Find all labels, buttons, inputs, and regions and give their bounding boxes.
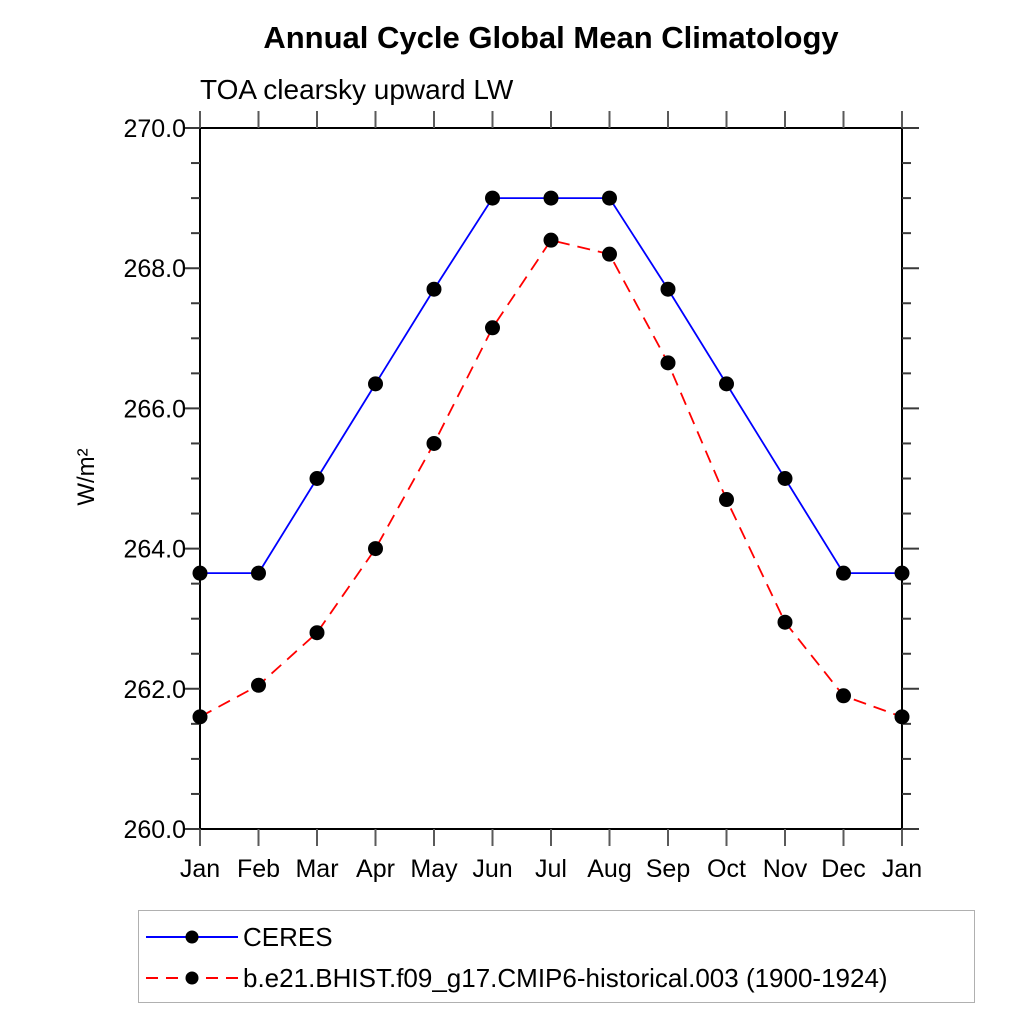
svg-text:Jan: Jan <box>882 855 922 883</box>
series-line-1 <box>199 239 903 718</box>
legend-entry-ceres: CERES <box>143 921 333 952</box>
data-point-marker <box>894 709 910 725</box>
data-point-marker <box>602 190 617 206</box>
svg-text:May: May <box>410 855 458 883</box>
data-point-marker <box>368 376 383 392</box>
legend-box: CERES b.e21.BHIST.f09_g17.CMIP6-historic… <box>138 910 975 1003</box>
svg-text:Aug: Aug <box>587 855 631 883</box>
svg-text:270.0: 270.0 <box>123 115 186 143</box>
data-point-marker <box>543 190 559 206</box>
legend-line-sample-dashed <box>146 971 238 985</box>
svg-text:Mar: Mar <box>295 855 338 883</box>
data-point-marker <box>660 355 676 371</box>
svg-text:262.0: 262.0 <box>123 676 186 704</box>
svg-text:268.0: 268.0 <box>123 255 186 283</box>
data-point-marker <box>894 565 910 581</box>
data-point-marker <box>836 565 851 581</box>
data-point-marker <box>719 376 734 392</box>
legend-entry-model: b.e21.BHIST.f09_g17.CMIP6-historical.003… <box>143 962 888 993</box>
series-line-0 <box>200 197 902 575</box>
data-point-marker <box>309 471 325 486</box>
svg-text:Jul: Jul <box>535 855 567 883</box>
x-ticks <box>199 111 903 846</box>
series-markers-0 <box>192 190 910 581</box>
data-point-marker <box>719 492 734 508</box>
svg-text:260.0: 260.0 <box>123 816 186 844</box>
data-point-marker <box>192 709 208 725</box>
data-point-marker <box>309 625 325 641</box>
svg-text:Jan: Jan <box>180 855 220 883</box>
svg-text:Oct: Oct <box>707 855 746 883</box>
svg-text:Feb: Feb <box>237 855 280 883</box>
svg-text:266.0: 266.0 <box>123 395 186 423</box>
data-point-marker <box>251 565 266 581</box>
data-point-marker <box>251 677 266 693</box>
data-point-marker <box>777 614 793 630</box>
chart-title: Annual Cycle Global Mean Climatology <box>263 20 839 55</box>
data-point-marker <box>543 232 559 248</box>
svg-text:264.0: 264.0 <box>123 536 186 564</box>
data-point-marker <box>426 435 442 451</box>
svg-text:Jun: Jun <box>472 855 512 883</box>
legend-label-ceres: CERES <box>243 921 333 952</box>
data-point-marker <box>485 320 500 336</box>
data-point-marker <box>368 541 383 557</box>
legend-marker-dot <box>185 971 199 985</box>
data-point-marker <box>192 565 208 581</box>
data-point-marker <box>660 281 676 297</box>
data-point-marker <box>836 688 851 704</box>
x-tick-labels: Jan Feb Mar Apr May Jun Jul Aug Sep Oct Nov Dec Jan <box>180 855 922 883</box>
svg-text:Nov: Nov <box>763 855 808 883</box>
data-point-marker <box>777 471 793 486</box>
series-markers-1 <box>192 232 910 725</box>
y-tick-labels: 260.0 262.0 264.0 266.0 268.0 270.0 <box>123 115 186 844</box>
svg-text:Apr: Apr <box>356 855 395 883</box>
data-point-marker <box>426 281 442 297</box>
data-point-marker <box>602 246 617 262</box>
data-point-marker <box>485 190 500 206</box>
svg-text:Dec: Dec <box>821 855 865 883</box>
chart-subtitle: TOA clearsky upward LW <box>200 74 514 105</box>
svg-text:Sep: Sep <box>646 855 690 883</box>
legend-line-sample-solid <box>146 930 238 944</box>
legend-marker-dot <box>185 930 199 944</box>
y-ticks <box>183 127 919 830</box>
legend-label-model: b.e21.BHIST.f09_g17.CMIP6-historical.003… <box>243 962 888 993</box>
